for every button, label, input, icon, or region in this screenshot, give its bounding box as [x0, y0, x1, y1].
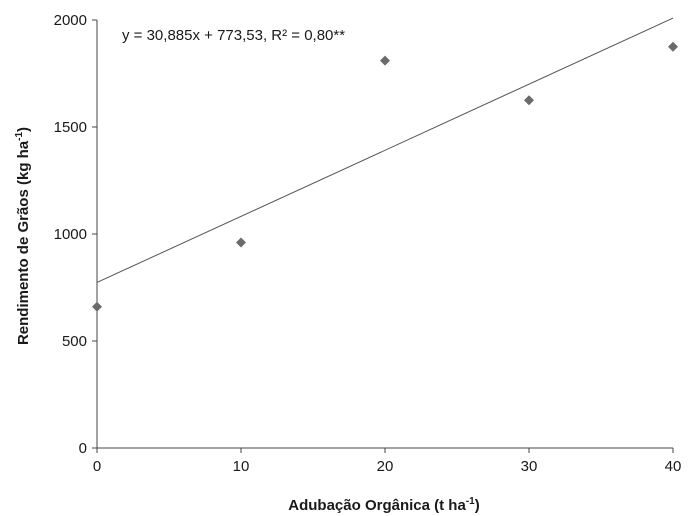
y-tick-label: 1000 [54, 226, 87, 243]
y-tick-label: 0 [79, 440, 87, 457]
data-point [524, 95, 534, 106]
x-tick-label: 0 [93, 458, 101, 475]
x-tick-label: 20 [377, 458, 394, 475]
axes: 0 500 1000 1500 2000 0 10 20 30 40 [54, 12, 682, 475]
y-tick-label: 2000 [54, 12, 87, 29]
data-point [92, 301, 102, 312]
x-tick-label: 10 [233, 458, 250, 475]
y-tick-label: 500 [62, 333, 87, 350]
y-axis-title: Rendimento de Grãos (kg ha-1) [14, 127, 32, 345]
data-points [92, 41, 678, 312]
y-tick-label: 1500 [54, 119, 87, 136]
data-point [236, 237, 246, 248]
x-tick-label: 30 [521, 458, 538, 475]
data-point [380, 55, 390, 66]
trendline [96, 17, 674, 283]
trendline-group [96, 17, 674, 283]
x-axis-title: Adubação Orgânica (t ha-1) [288, 496, 479, 514]
x-tick-label: 40 [665, 458, 682, 475]
data-point [668, 41, 678, 52]
trendline-equation: y = 30,885x + 773,53, R² = 0,80** [122, 27, 345, 44]
